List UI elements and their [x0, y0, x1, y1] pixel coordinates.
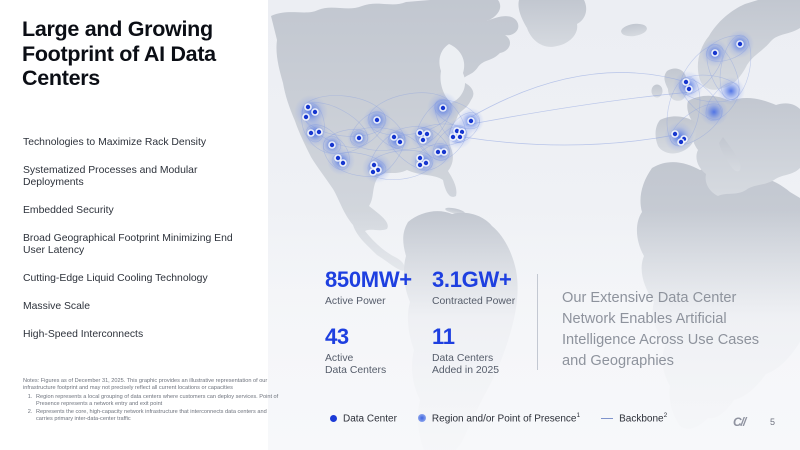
- footnote-list: Region represents a local grouping of da…: [23, 394, 283, 424]
- data-center-dot: [312, 109, 318, 115]
- stat-value: 3.1GW+: [432, 267, 512, 292]
- data-center-dot: [371, 162, 377, 168]
- data-center-dot: [712, 50, 718, 56]
- coreweave-logo: C//: [733, 415, 746, 429]
- callout-line: Intelligence Across Use Cases: [562, 332, 760, 348]
- list-item: Broad Geographical Footprint Minimizing …: [23, 233, 233, 256]
- page-title: Large and Growing Footprint of AI Data C…: [22, 17, 272, 91]
- data-center-dot: [397, 139, 403, 145]
- footnote-item: Represents the core, high-capacity netwo…: [34, 409, 283, 424]
- stat-value: 850MW+: [325, 267, 412, 292]
- list-item: Technologies to Maximize Rack Density: [23, 137, 207, 148]
- map-region-marker: [664, 122, 694, 152]
- data-center-dot: [737, 41, 743, 47]
- data-center-dot: [329, 142, 335, 148]
- legend-label: Region and/or Point of Presence1: [431, 412, 581, 425]
- hudson-bay: [439, 44, 466, 103]
- stats-grid: 850MW+ Active Power 3.1GW+ Contracted Po…: [325, 267, 515, 378]
- callout-line: Our Extensive Data Center: [562, 290, 737, 306]
- stat-value: 43: [325, 323, 349, 349]
- data-center-dot: [305, 104, 311, 110]
- italy: [719, 137, 741, 172]
- footnote-intro: Notes: Figures as of December 31, 2025. …: [23, 378, 268, 392]
- stat-contracted-power: 3.1GW+ Contracted Power: [432, 267, 515, 309]
- legend-item-backbone: Backbone2: [601, 412, 667, 424]
- title-line: Large and Growing: [22, 17, 213, 41]
- map-legend: Data Center Region and/or Point of Prese…: [330, 412, 667, 424]
- callout-line: Network Enables Artificial: [562, 311, 727, 327]
- data-center-dot: [417, 162, 423, 168]
- data-center-dot: [420, 137, 426, 143]
- iceland: [621, 23, 647, 37]
- callout-line: and Geographies: [562, 353, 674, 369]
- stat-label: Data Centers: [432, 352, 494, 364]
- data-center-dot: [435, 149, 441, 155]
- title-line: Centers: [22, 66, 100, 90]
- ireland: [651, 84, 663, 98]
- callout-text: Our Extensive Data Center Network Enable…: [562, 288, 759, 372]
- data-center-dot: [672, 131, 678, 137]
- list-item: Cutting-Edge Liquid Cooling Technology: [23, 273, 208, 284]
- footnotes: Notes: Figures as of December 31, 2025. …: [23, 378, 283, 423]
- footnote-item: Region represents a local grouping of da…: [34, 394, 283, 409]
- data-center-dot: [335, 155, 341, 161]
- data-center-dot: [374, 117, 380, 123]
- backbone-line: [462, 134, 676, 146]
- data-center-dot: [468, 118, 474, 124]
- region-dot-icon: [417, 414, 426, 423]
- legend-item-region: Region and/or Point of Presence1: [417, 412, 581, 425]
- backbone-line: [465, 91, 693, 126]
- greenland: [518, 0, 587, 47]
- data-center-dot: [450, 134, 456, 140]
- data-center-dot: [417, 155, 423, 161]
- stat-active-power: 850MW+ Active Power: [325, 267, 432, 309]
- legend-item-data-center: Data Center: [330, 412, 397, 424]
- stat-label: Active: [325, 352, 354, 364]
- list-item: Massive Scale: [23, 301, 90, 312]
- map-bottom-fade: [268, 210, 800, 450]
- data-center-dot: [424, 131, 430, 137]
- page-number: 5: [770, 417, 776, 427]
- backbone-line-icon: [601, 417, 614, 419]
- list-item: High-Speed Interconnects: [23, 329, 144, 340]
- stat-label: Contracted Power: [432, 296, 516, 307]
- data-center-dot: [391, 134, 397, 140]
- stat-value: 11: [432, 323, 455, 349]
- stat-active-data-centers: 43 Active Data Centers: [325, 324, 432, 378]
- data-center-dot: [375, 167, 381, 173]
- data-center-dot: [356, 135, 362, 141]
- stat-data-centers-added: 11 Data Centers Added in 2025: [432, 324, 515, 378]
- data-center-dot: [308, 130, 314, 136]
- list-item: Embedded Security: [23, 205, 114, 216]
- data-center-dot: [303, 114, 309, 120]
- data-center-dot-icon: [330, 414, 337, 422]
- data-center-dot: [423, 160, 429, 166]
- feature-list: Technologies to Maximize Rack Density Sy…: [23, 137, 241, 341]
- stat-label: Added in 2025: [432, 365, 500, 376]
- data-center-dot: [457, 134, 463, 140]
- data-center-dot: [454, 128, 460, 134]
- data-center-dot: [316, 129, 322, 135]
- data-center-dot: [417, 130, 423, 136]
- legend-label: Data Center: [343, 413, 397, 425]
- data-center-dot: [370, 169, 376, 175]
- data-center-dot: [683, 79, 689, 85]
- data-center-dot: [678, 139, 684, 145]
- legend-label: Backbone2: [619, 412, 668, 425]
- map-region-marker: [700, 98, 728, 126]
- stat-label: Data Centers: [325, 365, 387, 376]
- title-line: Footprint of AI Data: [22, 41, 216, 66]
- data-center-dot: [441, 149, 447, 155]
- data-center-dot: [686, 86, 692, 92]
- map-region-marker: [717, 77, 745, 105]
- data-center-dot: [340, 160, 346, 166]
- data-center-dot: [459, 129, 465, 135]
- stat-label: Active Power: [325, 296, 386, 307]
- backbone-line: [470, 72, 687, 118]
- data-center-dot: [440, 105, 446, 111]
- vertical-divider: [537, 274, 538, 370]
- list-item: Systematized Processes and Modular Deplo…: [23, 165, 198, 188]
